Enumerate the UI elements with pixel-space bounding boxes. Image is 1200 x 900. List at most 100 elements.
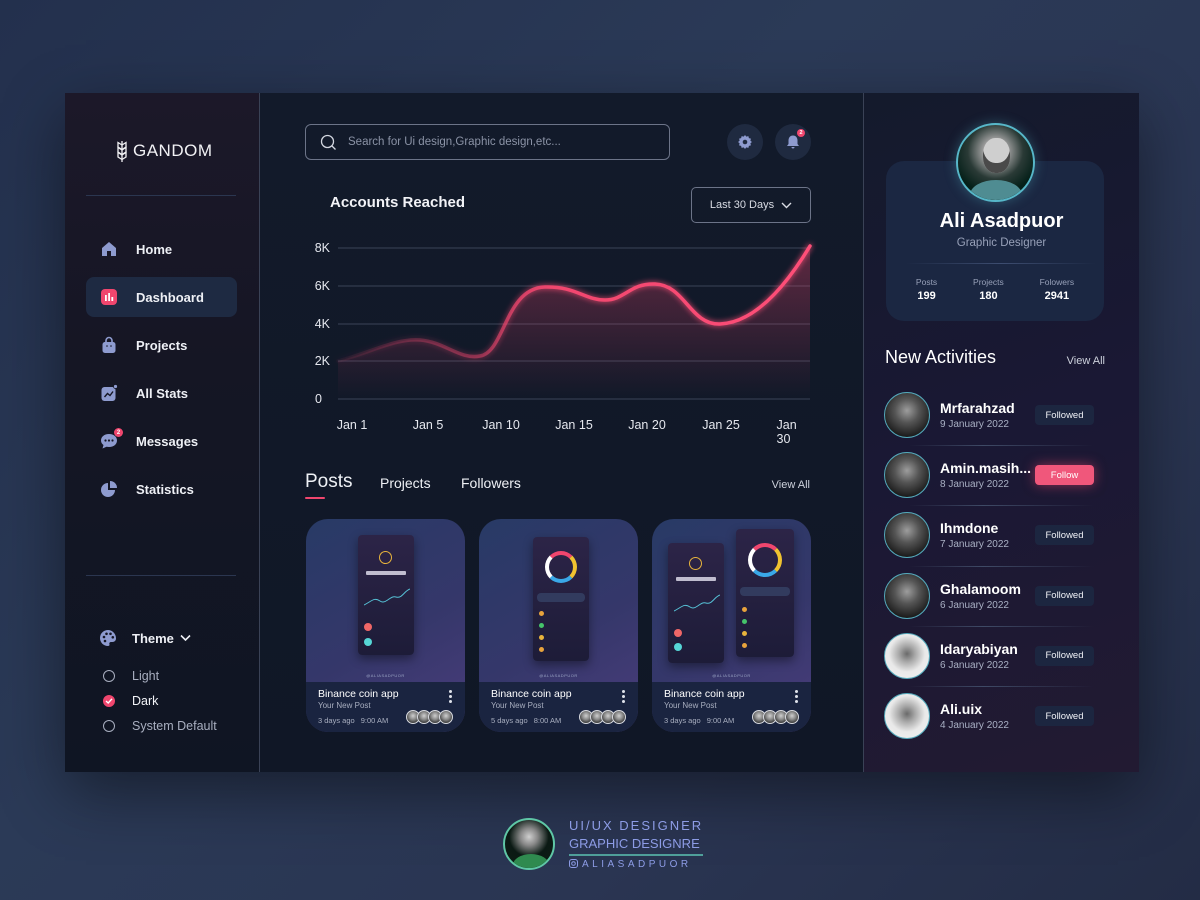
radio-button-checked[interactable] [103,694,115,707]
accounts-reached-chart: 8K 6K 4K 2K 0 [300,238,820,446]
watermark: @ALIASADPUOR [539,673,578,678]
followed-button[interactable]: Followed [1035,645,1094,666]
activity-item: Ihmdone 7 January 2022 Followed [884,505,1106,565]
sidebar-item-label: Statistics [136,481,194,497]
posts-list: @ALIASADPUOR Binance coin app Your New P… [306,519,811,732]
theme-option-light[interactable]: Light [99,663,217,688]
bar-chart-icon [100,288,118,306]
post-preview-image: @ALIASADPUOR [306,519,465,682]
stat-label: Folowers [1039,277,1075,287]
stat-label: Projects [973,277,1004,287]
followed-button[interactable]: Followed [1035,525,1094,546]
activity-item: Mrfarahzad 9 January 2022 Followed [884,385,1106,445]
post-subtitle: Your New Post [318,701,371,710]
followed-button[interactable]: Followed [1035,585,1094,606]
signature-line-1: UI/UX DESIGNER [569,818,704,833]
theme-dropdown[interactable]: Theme [99,629,217,647]
post-timestamp: 5 days ago 8:00 AM [491,716,626,725]
signature-handle-text: ALIASADPUOR [582,859,692,870]
notifications-button[interactable]: 2 [775,124,811,160]
followed-button[interactable]: Followed [1035,706,1094,727]
sidebar-item-messages[interactable]: 2 Messages [86,421,237,461]
activity-item: Amin.masih... 8 January 2022 Follow [884,445,1106,505]
y-tick: 4K [314,317,330,331]
theme-option-dark[interactable]: Dark [99,688,217,713]
sidebar-item-label: All Stats [136,385,189,401]
profile-stats: Posts 199 Projects 180 Folowers 2941 [886,277,1104,302]
avatar [439,710,453,724]
activity-user-name[interactable]: Ali.uix [940,701,983,718]
messages-badge: 2 [114,428,123,437]
avatar[interactable] [884,693,930,740]
activities-list: Mrfarahzad 9 January 2022 Followed Amin.m… [884,385,1106,746]
post-card[interactable]: @ALIASADPUOR Binance coin app Your New P… [479,519,638,732]
avatar[interactable] [884,452,930,499]
tab-posts[interactable]: Posts [305,471,353,499]
logo[interactable]: GANDOM [115,139,213,163]
profile-name: Ali Asadpuor [939,210,1064,232]
chat-icon: 2 [100,428,123,450]
check-icon [105,697,113,704]
post-timestamp: 3 days ago 9:00 AM [318,716,453,725]
radio-button[interactable] [103,669,115,682]
activity-user-name[interactable]: Amin.masih... [940,460,1032,477]
activity-user-name[interactable]: Ghalamoom [940,580,1021,597]
x-tick: Jan 1 [336,418,368,432]
sidebar-nav: Home Dashboard Projects All Stats [86,229,237,517]
more-options-icon[interactable] [449,690,453,703]
gear-icon [738,135,752,149]
profile-role: Graphic Designer [956,237,1047,249]
divider [86,195,236,196]
post-avatars [752,710,799,724]
more-options-icon[interactable] [622,690,626,703]
post-time: 9:00 AM [706,716,735,725]
activity-item: Ghalamoom 6 January 2022 Followed [884,565,1106,626]
follow-button[interactable]: Follow [1035,465,1094,486]
activity-user-name[interactable]: Idaryabiyan [940,640,1018,657]
settings-button[interactable] [727,124,763,160]
sidebar-item-dashboard[interactable]: Dashboard [86,277,237,317]
avatar[interactable] [884,632,930,679]
line-chart-plot [336,244,812,400]
avatar[interactable] [884,572,930,619]
y-tick: 0 [315,392,322,406]
x-tick: Jan 10 [482,418,520,432]
date-range-dropdown[interactable]: Last 30 Days [691,187,811,223]
theme-option-system-default[interactable]: System Default [99,713,217,738]
y-tick: 8K [314,241,330,255]
activity-user-name[interactable]: Mrfarahzad [940,400,1015,417]
dashboard-window: GANDOM Home Dashboard Projects [65,93,1139,772]
more-options-icon[interactable] [795,690,799,703]
search-bar[interactable] [305,124,670,160]
followed-button[interactable]: Followed [1035,405,1094,426]
profile-avatar[interactable] [956,123,1035,202]
post-title: Binance coin app [318,688,399,700]
watermark: @ALIASADPUOR [366,673,405,678]
post-preview-image: @ALIASADPUOR [652,519,811,682]
stat-value: 199 [917,290,936,302]
tab-followers[interactable]: Followers [461,475,521,491]
radio-button[interactable] [103,719,115,732]
sidebar-item-all-stats[interactable]: All Stats [86,373,237,413]
sidebar-item-projects[interactable]: Projects [86,325,237,365]
sidebar-item-home[interactable]: Home [86,229,237,269]
avatar[interactable] [884,512,930,559]
search-input[interactable] [348,136,638,148]
post-card[interactable]: @ALIASADPUOR Binance coin app Your New P… [652,519,811,732]
activity-date: 7 January 2022 [940,539,1009,551]
post-info: Binance coin app Your New Post 3 days ag… [652,682,811,732]
post-info: Binance coin app Your New Post 5 days ag… [479,682,638,732]
activities-view-all-link[interactable]: View All [1066,355,1105,367]
post-card[interactable]: @ALIASADPUOR Binance coin app Your New P… [306,519,465,732]
sidebar-item-statistics[interactable]: Statistics [86,469,237,509]
stat-value: 2941 [1044,290,1070,302]
instagram-icon [569,859,578,868]
posts-view-all-link[interactable]: View All [771,479,810,491]
sidebar: GANDOM Home Dashboard Projects [65,93,260,772]
post-timestamp: 3 days ago 9:00 AM [664,716,799,725]
tab-projects[interactable]: Projects [380,475,431,491]
avatar[interactable] [884,392,930,439]
activity-user-name[interactable]: Ihmdone [940,520,999,537]
theme-label: Theme [132,630,174,646]
activity-date: 4 January 2022 [940,720,1009,732]
